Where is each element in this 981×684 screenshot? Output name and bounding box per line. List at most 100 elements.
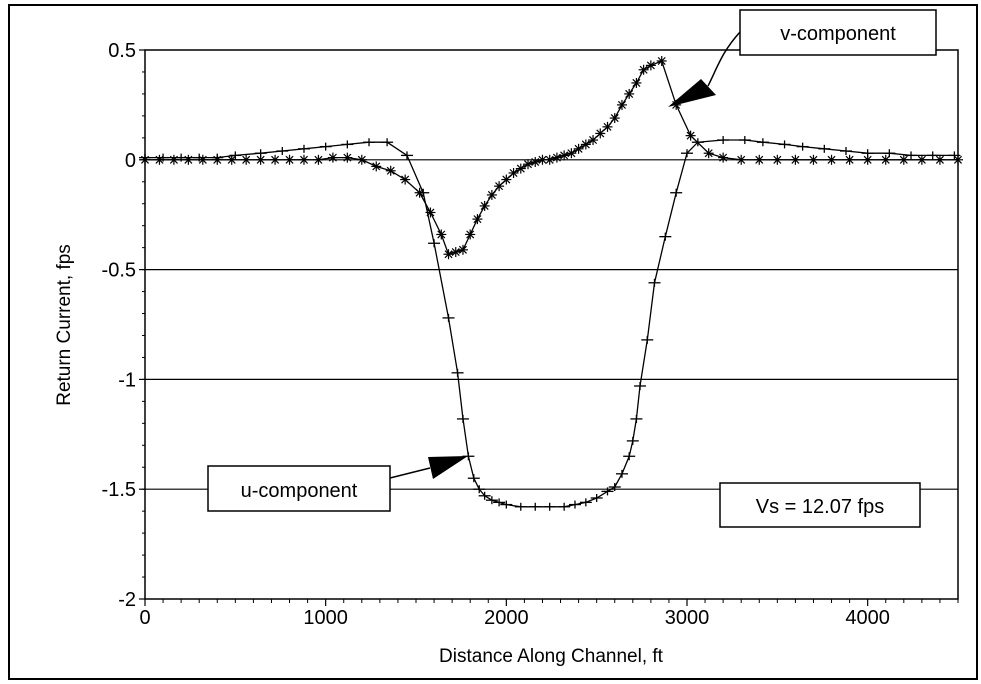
u-point	[659, 232, 672, 241]
v-point	[624, 88, 635, 99]
v-point	[140, 154, 150, 165]
v-point	[573, 143, 584, 154]
v-point	[898, 154, 909, 165]
v-point	[450, 247, 461, 258]
u-point	[467, 474, 480, 483]
u-point	[485, 496, 498, 505]
v-component-leader-line	[707, 31, 741, 87]
v-point	[425, 207, 436, 218]
y-tick-label-1: 0	[125, 150, 136, 172]
y-tick-label-4: -1.5	[102, 479, 136, 501]
v-point	[284, 154, 295, 165]
v-point	[602, 121, 613, 132]
v-point	[465, 229, 476, 240]
u-point	[778, 140, 791, 149]
v-point	[736, 154, 747, 165]
v-point	[685, 130, 696, 141]
v-point	[551, 152, 562, 163]
u-point	[175, 153, 188, 162]
u-point	[648, 278, 661, 287]
series-markers	[139, 55, 963, 511]
v-point	[226, 154, 237, 165]
u-component-leader-line	[389, 467, 431, 479]
v-point	[212, 154, 223, 165]
v-point	[880, 154, 891, 165]
u-point	[381, 138, 394, 147]
v-point	[501, 174, 512, 185]
figure-frame	[8, 4, 978, 680]
v-component-label-box	[739, 9, 937, 56]
series-lines	[145, 60, 958, 508]
ship-speed-callout: Vs = 12.07 fps	[719, 482, 921, 528]
gridlines	[145, 159, 958, 490]
u-point	[478, 491, 491, 500]
v-point	[385, 165, 396, 176]
v-point	[754, 154, 765, 165]
v-point	[544, 154, 555, 165]
v-point	[588, 135, 599, 146]
y-tick-label-5: -2	[118, 589, 136, 611]
u-point	[905, 151, 918, 160]
v-point	[443, 249, 454, 260]
u-point	[579, 498, 592, 507]
v-point	[414, 187, 425, 198]
v-point	[270, 154, 281, 165]
u-point	[428, 239, 441, 248]
u-point	[297, 144, 310, 153]
u-point	[691, 138, 704, 147]
u-point	[456, 414, 469, 423]
u-point	[514, 502, 527, 511]
u-point	[319, 142, 332, 151]
u-point	[341, 140, 354, 149]
v-point	[638, 64, 649, 75]
v-point	[595, 128, 606, 139]
v-point	[537, 154, 548, 165]
v-point	[559, 150, 570, 161]
y-tick-label-2: -0.5	[102, 260, 136, 282]
v-point	[826, 154, 837, 165]
v-point	[523, 159, 534, 170]
v-point	[327, 152, 338, 163]
u-point	[738, 136, 751, 145]
u-point	[717, 136, 730, 145]
v-point	[530, 156, 541, 167]
y-tick-labels: 0.5 0 -0.5 -1 -1.5 -2	[102, 40, 136, 611]
v-point	[934, 154, 945, 165]
v-point	[916, 154, 927, 165]
v-point	[183, 154, 194, 165]
u-point	[626, 436, 639, 445]
v-point	[808, 154, 819, 165]
v-point	[580, 139, 591, 150]
x-tick-label-2: 2000	[484, 607, 529, 629]
v-point	[515, 163, 526, 174]
v-point	[255, 154, 266, 165]
v-point	[645, 60, 656, 71]
u-point	[883, 149, 896, 158]
u-point	[276, 147, 289, 156]
v-point	[953, 154, 963, 165]
v-point	[790, 154, 801, 165]
v-point	[313, 154, 324, 165]
v-point	[356, 154, 367, 165]
u-point	[670, 188, 683, 197]
u-point	[681, 149, 693, 158]
v-point	[703, 148, 714, 159]
v-point	[862, 154, 873, 165]
v-point	[718, 152, 729, 163]
v-point	[342, 152, 353, 163]
u-point	[590, 493, 603, 502]
u-point	[608, 483, 621, 492]
x-axis-title: Distance Along Channel, ft	[439, 646, 664, 667]
u-point	[839, 147, 852, 156]
v-point	[400, 174, 411, 185]
y-tick-label-3: -1	[118, 369, 136, 391]
u-component-label-box	[207, 465, 391, 512]
u-point	[473, 485, 486, 494]
u-point	[568, 500, 581, 509]
v-point	[241, 154, 252, 165]
u-point	[926, 151, 939, 160]
v-point	[154, 154, 165, 165]
u-component-callout: u-component	[207, 456, 468, 512]
u-point	[634, 381, 647, 390]
